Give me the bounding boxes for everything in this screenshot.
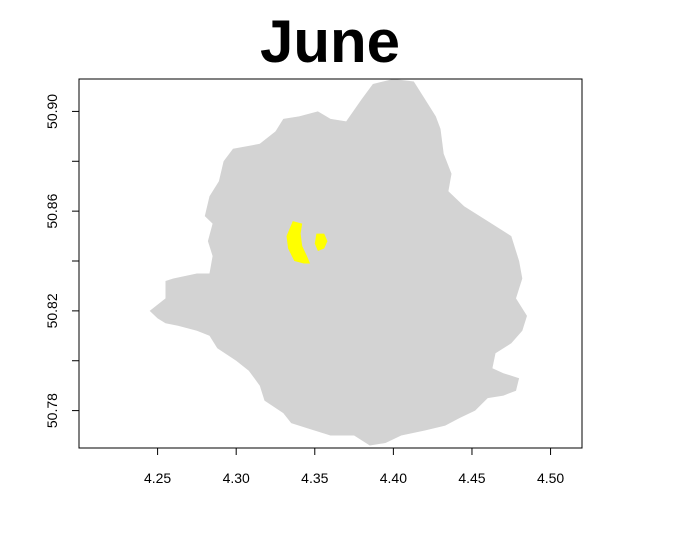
x-tick-label: 4.50 [537,470,564,486]
x-tick-label: 4.35 [301,470,328,486]
map-layer-highlight-west [286,221,311,264]
y-tick-label: 50.82 [44,293,60,328]
plot-title: June [260,8,400,75]
map-layer-region [149,79,527,446]
y-axis: 50.78 50.82 50.86 50.90 [44,94,80,428]
x-axis: 4.25 4.30 4.35 4.40 4.45 4.50 [144,447,564,486]
map-layer-highlight-east [314,233,328,251]
map-layers [149,79,527,446]
y-tick-label: 50.86 [44,193,60,228]
y-tick-label: 50.78 [44,393,60,428]
x-tick-label: 4.25 [144,470,171,486]
y-tick-label: 50.90 [44,94,60,129]
x-tick-label: 4.45 [458,470,485,486]
x-tick-label: 4.40 [380,470,407,486]
x-tick-label: 4.30 [223,470,250,486]
